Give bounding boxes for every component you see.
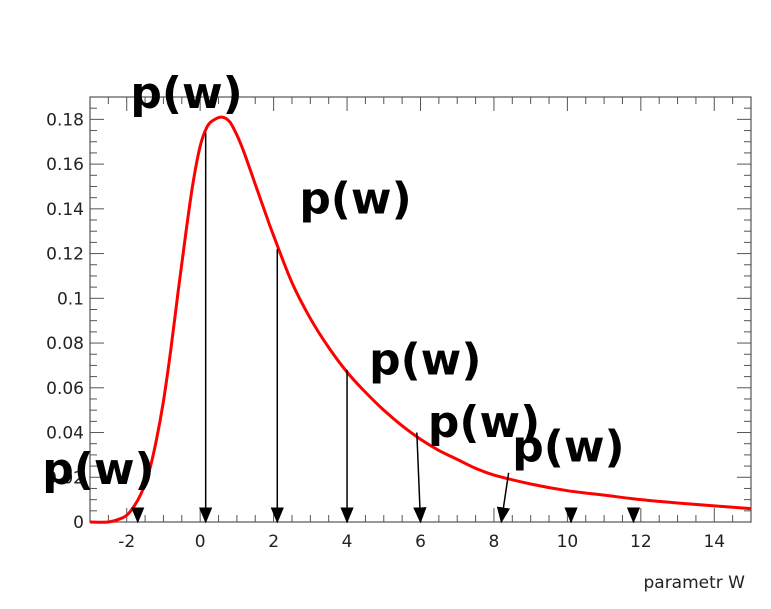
annotations-layer: p(w)p(w)p(w)p(w)p(w)p(w) [42,68,624,495]
x-tick-label: 12 [630,532,652,552]
plot-frame [89,96,752,523]
y-axis: 0 0.02 0.04 0.06 0.08 0.1 0.12 0.14 0.16 0.18 [46,107,751,533]
arrows-layer [131,132,641,524]
sample-arrow [496,472,511,524]
plot-border [89,96,752,523]
annotation-label: p(w) [299,173,411,224]
x-tick-label: 4 [342,532,353,552]
x-tick-label: 10 [557,532,579,552]
annotation-label: p(w) [42,444,154,495]
y-tick-label: 0.1 [57,289,84,309]
x-axis-title: parametr W [643,573,745,593]
x-tick-label: -2 [118,532,135,552]
y-tick-label: 0.08 [46,334,84,354]
y-tick-label: 0.18 [46,110,84,130]
x-axis: -2 0 2 4 6 8 10 12 14 [89,97,752,552]
series-line [89,115,752,524]
x-tick-label: 0 [195,532,206,552]
y-tick-label: 0.12 [46,245,84,265]
y-tick-label: 0.06 [46,379,84,399]
x-tick-label: 14 [703,532,725,552]
y-tick-label: 0.02 [46,468,84,488]
annotation-label: p(w) [369,334,481,385]
annotation-label: p(w) [130,68,242,119]
x-tick-label: 2 [268,532,279,552]
annotation-label: p(w) [512,422,624,473]
annotation-label: p(w) [428,397,540,448]
y-tick-label: 0.16 [46,155,84,175]
series-curve [89,115,752,524]
x-tick-label: 8 [489,532,500,552]
x-tick-label: 6 [415,532,426,552]
y-tick-label: 0 [73,513,84,533]
sample-arrow [413,432,427,524]
y-tick-label: 0.04 [46,424,84,444]
y-tick-label: 0.14 [46,200,84,220]
